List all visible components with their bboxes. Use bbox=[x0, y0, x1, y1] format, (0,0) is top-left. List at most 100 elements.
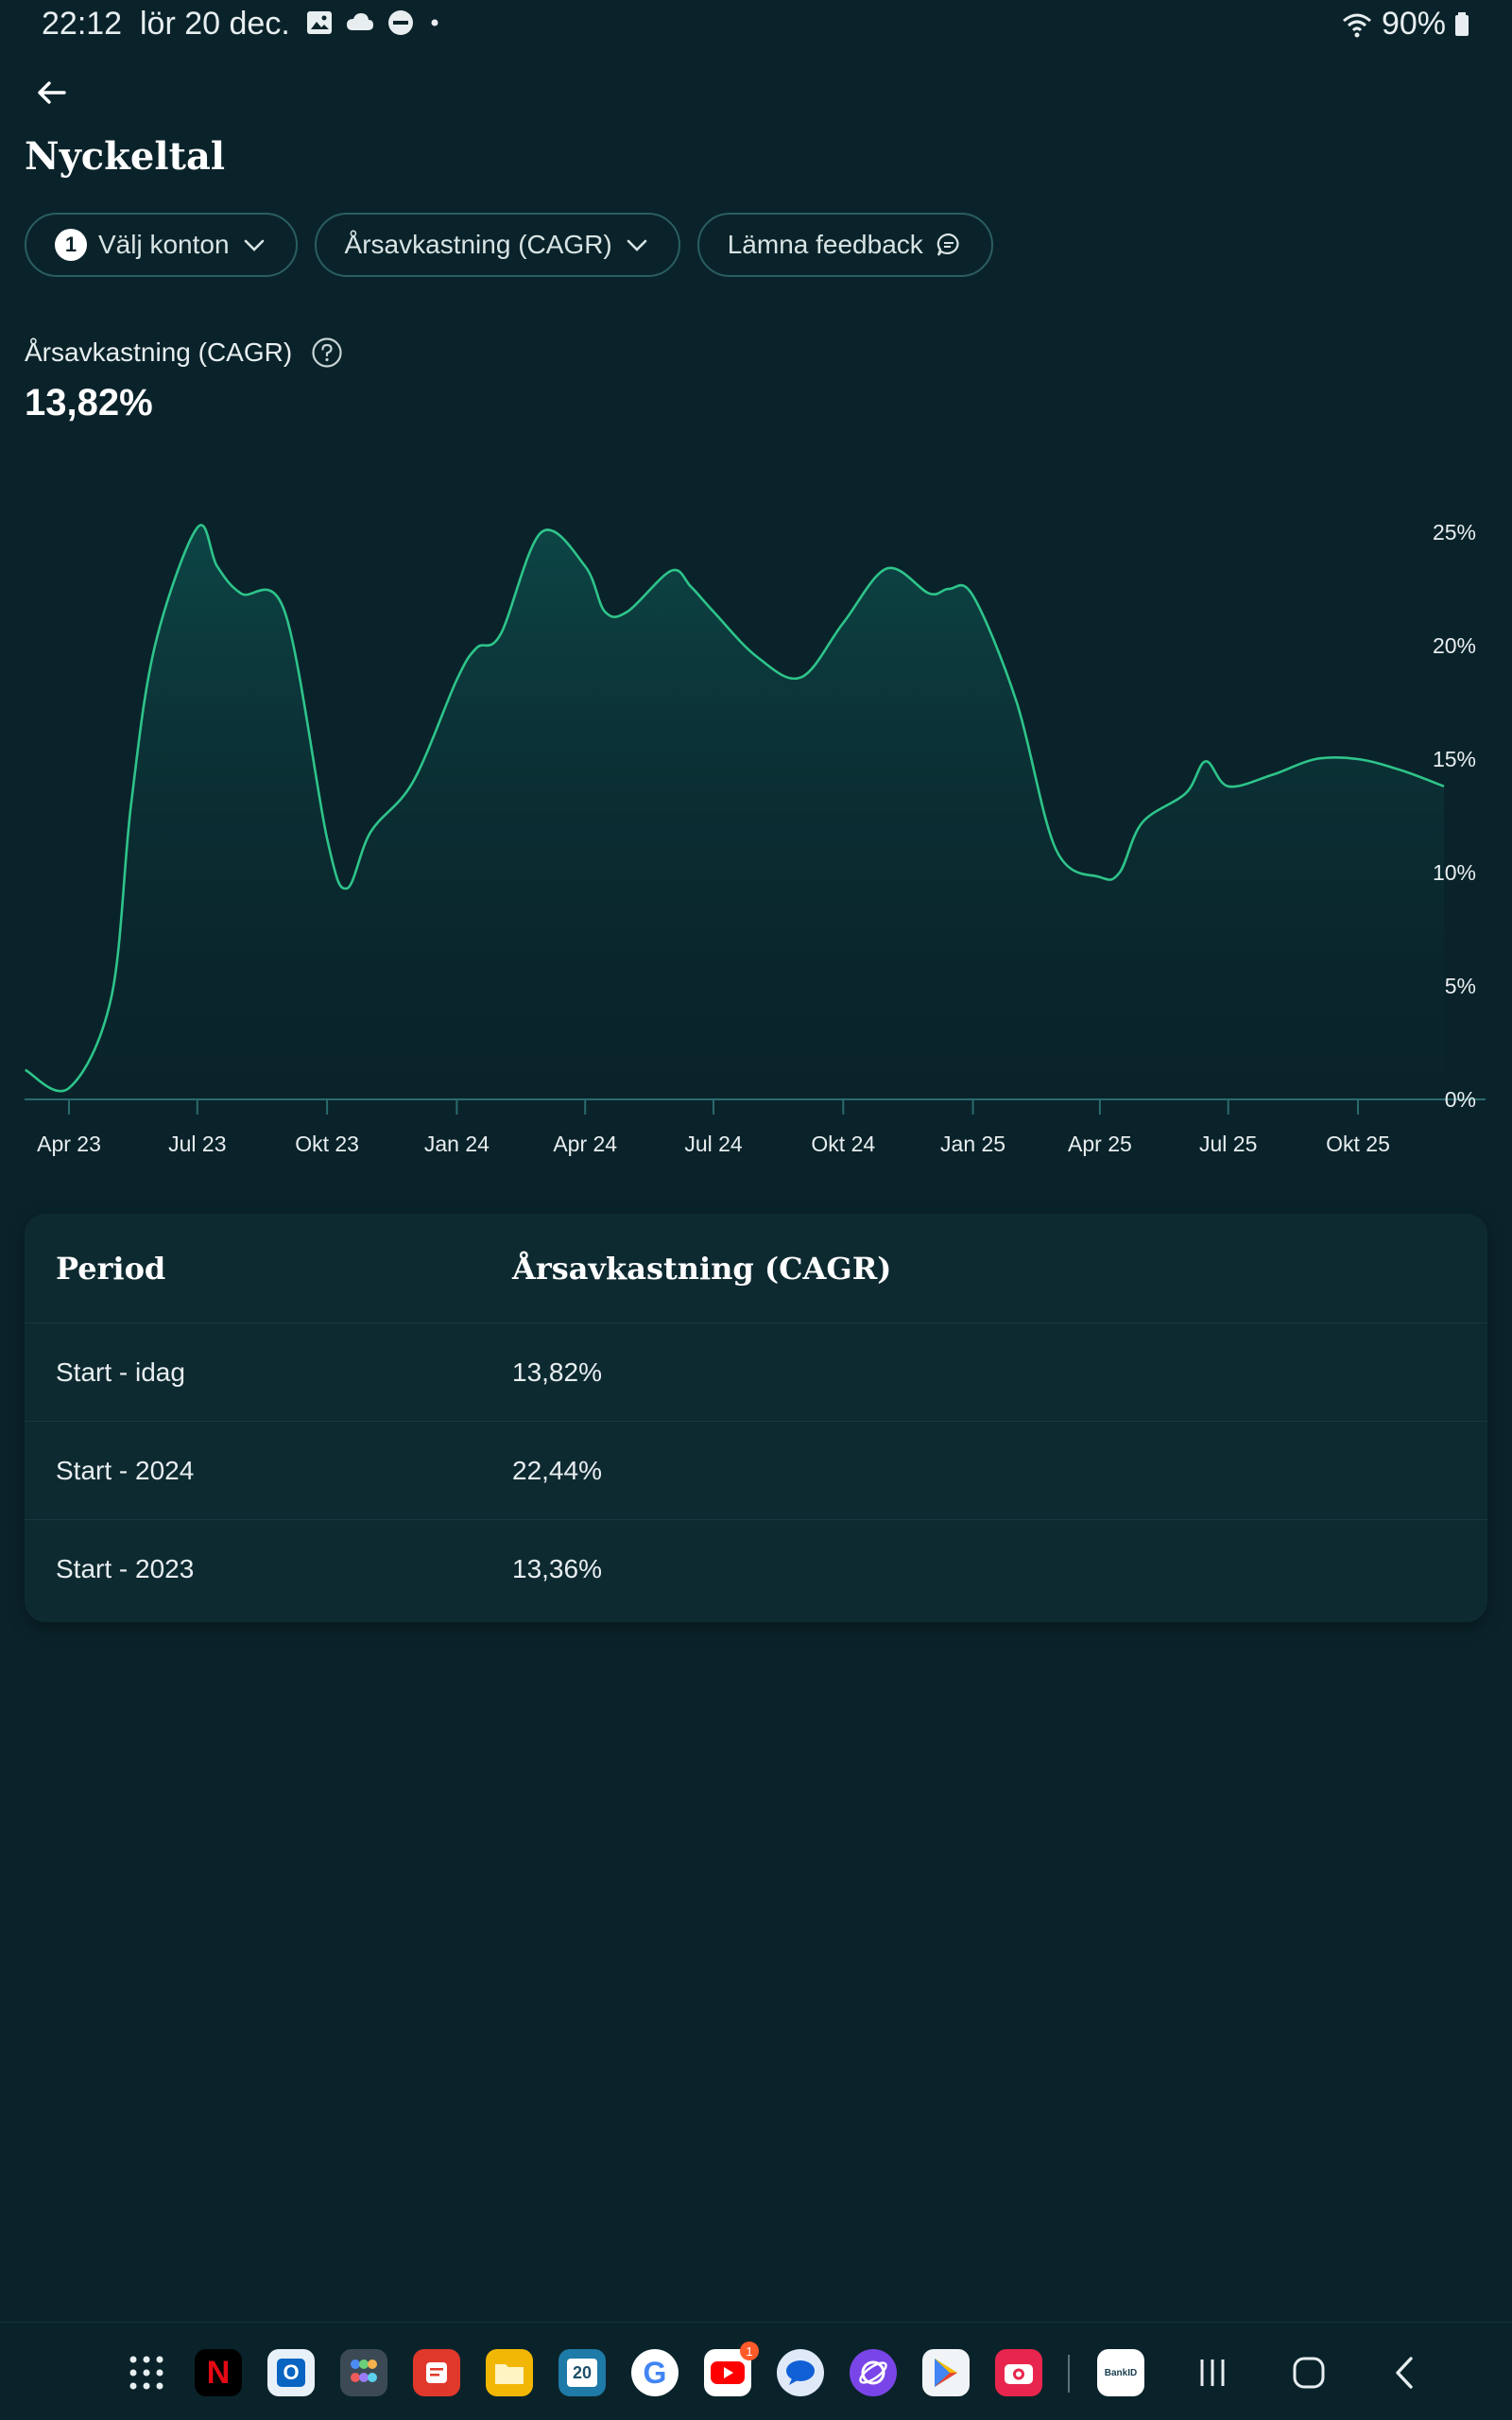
battery-level: 90% bbox=[1381, 6, 1446, 42]
messages-icon bbox=[786, 2360, 815, 2385]
metric-select-chip[interactable]: Årsavkastning (CAGR) bbox=[314, 213, 680, 277]
chevron-down-icon bbox=[627, 239, 647, 251]
table-header-period: Period bbox=[56, 1250, 166, 1287]
chart-svg: Apr 23 Jul 23 Okt 23 Jan 24 Apr 24 Jul 24 Okt … bbox=[25, 520, 1486, 1156]
chevron-down-icon bbox=[244, 239, 264, 251]
table-cell-cagr: 13,36% bbox=[512, 1554, 602, 1583]
youtube-app[interactable]: 1 bbox=[704, 2342, 759, 2396]
table-row: Start - 2024 22,44% bbox=[25, 1422, 1487, 1520]
camera-icon bbox=[1005, 2364, 1033, 2384]
table-cell-cagr: 22,44% bbox=[512, 1455, 602, 1485]
table-row: Start - 2023 13,36% bbox=[25, 1520, 1487, 1618]
table-cell-period: Start - 2023 bbox=[56, 1554, 195, 1583]
chart-y-tick-label: 20% bbox=[1433, 633, 1476, 658]
feedback-chip[interactable]: Lämna feedback bbox=[696, 213, 993, 277]
home-icon bbox=[1293, 2357, 1325, 2389]
status-date: lör 20 dec. bbox=[140, 6, 290, 42]
page-title: Nyckeltal bbox=[25, 134, 226, 179]
chart-x-tick-label: Apr 23 bbox=[37, 1132, 101, 1156]
chart-x-tick-label: Okt 25 bbox=[1326, 1132, 1390, 1156]
outlook-app[interactable]: O bbox=[267, 2349, 315, 2396]
folder-app[interactable] bbox=[340, 2349, 387, 2396]
chart-x-tick-label: Jul 23 bbox=[168, 1132, 226, 1156]
chart-area-fill bbox=[25, 525, 1445, 1099]
cagr-chart: Apr 23 Jul 23 Okt 23 Jan 24 Apr 24 Jul 24 Okt … bbox=[0, 473, 1512, 1191]
status-time: 22:12 bbox=[42, 6, 123, 42]
table-row: Start - idag 13,82% bbox=[25, 1323, 1487, 1422]
chart-x-tick-label: Apr 24 bbox=[553, 1132, 617, 1156]
camera-app[interactable] bbox=[995, 2349, 1042, 2396]
home-button[interactable] bbox=[1285, 2349, 1332, 2396]
netflix-icon: N bbox=[206, 2354, 231, 2391]
help-icon[interactable] bbox=[311, 337, 343, 369]
app-dock: N O 20 G 1 BankID bbox=[0, 2322, 1512, 2420]
chart-y-tick-label: 25% bbox=[1433, 520, 1476, 544]
chart-y-tick-label: 0% bbox=[1445, 1087, 1476, 1112]
metric-value: 13,82% bbox=[25, 382, 153, 424]
metric-header: Årsavkastning (CAGR) bbox=[25, 337, 343, 369]
filter-chips: 1 Välj konton Årsavkastning (CAGR) Lämna… bbox=[25, 213, 993, 277]
table-header-row: Period Årsavkastning (CAGR) bbox=[25, 1214, 1487, 1323]
chart-x-tick-label: Okt 23 bbox=[295, 1132, 359, 1156]
chart-y-tick-label: 15% bbox=[1433, 747, 1476, 771]
chart-x-tick-label: Jul 24 bbox=[684, 1132, 743, 1156]
image-icon bbox=[307, 11, 332, 34]
notes-icon bbox=[426, 2362, 447, 2383]
calendar-app[interactable]: 20 bbox=[558, 2349, 606, 2396]
google-icon: G bbox=[643, 2355, 667, 2390]
messages-app[interactable] bbox=[777, 2349, 824, 2396]
chart-series-line bbox=[25, 524, 1445, 1093]
account-select-chip[interactable]: 1 Välj konton bbox=[25, 213, 298, 277]
chart-x-tick-label: Jan 24 bbox=[424, 1132, 490, 1156]
bankid-icon: BankID bbox=[1104, 2367, 1138, 2378]
browser-icon bbox=[859, 2360, 887, 2385]
netflix-app[interactable]: N bbox=[195, 2349, 242, 2396]
browser-app[interactable] bbox=[850, 2349, 897, 2396]
notes-app[interactable] bbox=[413, 2349, 460, 2396]
battery-icon bbox=[1455, 11, 1469, 36]
apps-grid-icon bbox=[129, 2356, 163, 2390]
chart-x-tick-label: Jul 25 bbox=[1199, 1132, 1257, 1156]
calendar-icon: 20 bbox=[567, 2359, 597, 2387]
account-count-badge: 1 bbox=[55, 229, 87, 261]
files-app[interactable] bbox=[486, 2349, 533, 2396]
wifi-icon bbox=[1342, 13, 1371, 37]
feedback-label: Lämna feedback bbox=[727, 230, 923, 259]
notification-badge: 1 bbox=[740, 2342, 759, 2360]
cloud-icon bbox=[347, 13, 373, 30]
metric-select-label: Årsavkastning (CAGR) bbox=[344, 230, 612, 259]
chat-bubble-icon bbox=[936, 233, 959, 256]
play-store-icon bbox=[935, 2359, 957, 2387]
dnd-icon bbox=[388, 10, 413, 35]
table-cell-period: Start - idag bbox=[56, 1357, 185, 1387]
dock-divider bbox=[1068, 2355, 1070, 2393]
table-header-cagr: Årsavkastning (CAGR) bbox=[512, 1250, 892, 1287]
cagr-table: Period Årsavkastning (CAGR) Start - idag… bbox=[25, 1214, 1487, 1622]
status-icons bbox=[304, 8, 444, 38]
table-cell-period: Start - 2024 bbox=[56, 1455, 195, 1485]
bankid-app[interactable]: BankID bbox=[1097, 2349, 1144, 2396]
chart-x-tick-label: Apr 25 bbox=[1068, 1132, 1132, 1156]
recents-icon bbox=[1200, 2360, 1225, 2386]
account-select-label: Välj konton bbox=[98, 230, 230, 259]
table-cell-cagr: 13,82% bbox=[512, 1357, 602, 1387]
google-app[interactable]: G bbox=[631, 2349, 679, 2396]
outlook-icon: O bbox=[277, 2359, 305, 2387]
youtube-icon bbox=[711, 2361, 745, 2384]
back-button[interactable] bbox=[25, 70, 77, 115]
metric-label: Årsavkastning (CAGR) bbox=[25, 337, 293, 367]
status-right: 90% bbox=[1340, 6, 1470, 43]
folder-apps-icon bbox=[351, 2360, 377, 2382]
back-nav-button[interactable] bbox=[1382, 2349, 1429, 2396]
dot-icon bbox=[431, 19, 438, 26]
recents-button[interactable] bbox=[1189, 2349, 1236, 2396]
arrow-left-icon bbox=[38, 81, 66, 104]
chevron-left-icon bbox=[1396, 2357, 1413, 2389]
chart-x-tick-label: Okt 24 bbox=[811, 1132, 875, 1156]
files-icon bbox=[495, 2364, 524, 2384]
chart-y-tick-label: 10% bbox=[1433, 860, 1476, 885]
chart-x-tick-label: Jan 25 bbox=[940, 1132, 1005, 1156]
play-store-app[interactable] bbox=[922, 2349, 970, 2396]
apps-grid-button[interactable] bbox=[123, 2349, 170, 2396]
chart-y-tick-label: 5% bbox=[1445, 974, 1476, 998]
